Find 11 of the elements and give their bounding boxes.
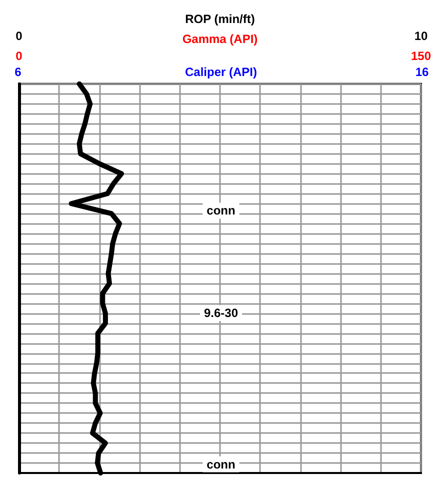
x2-axis-title: Gamma (API) xyxy=(182,32,258,46)
x-axis-title: ROP (min/ft) xyxy=(185,12,255,26)
annotation: 9.6-30 xyxy=(204,306,238,320)
text: 6 xyxy=(14,65,22,79)
x-tick-label: 10 xyxy=(414,28,428,43)
annotation: conn xyxy=(206,204,236,218)
text: 16 xyxy=(415,65,429,79)
annotation: conn xyxy=(206,457,236,472)
x2-tick-label: 0 xyxy=(16,48,23,63)
x2-tick-label: 150 xyxy=(410,48,432,63)
text: Caliper (API) xyxy=(184,65,258,79)
